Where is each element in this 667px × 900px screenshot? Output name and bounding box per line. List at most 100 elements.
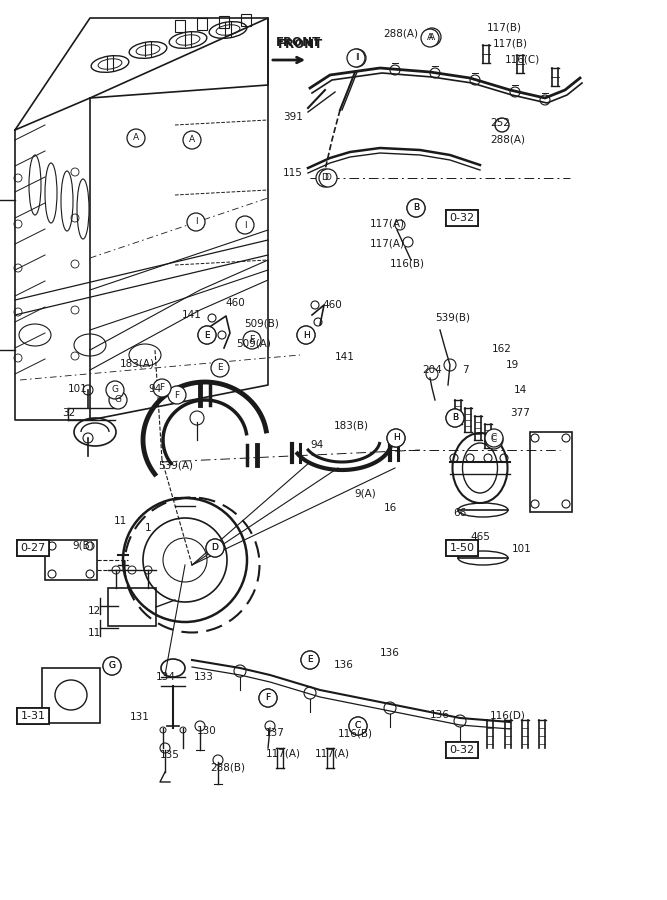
Text: FRONT: FRONT <box>278 38 323 51</box>
Text: 9(A): 9(A) <box>354 488 376 498</box>
Text: G: G <box>115 395 121 404</box>
Circle shape <box>187 213 205 231</box>
Bar <box>241 14 251 26</box>
Text: 117(A): 117(A) <box>315 748 350 758</box>
Text: E: E <box>249 336 255 345</box>
Circle shape <box>347 49 365 67</box>
Text: F: F <box>159 383 165 392</box>
Bar <box>219 16 229 28</box>
Text: 539(A): 539(A) <box>158 460 193 470</box>
Text: 94: 94 <box>148 384 161 394</box>
Text: 183(B): 183(B) <box>334 420 369 430</box>
Text: 11: 11 <box>114 516 127 526</box>
Text: F: F <box>175 391 179 400</box>
Text: 134: 134 <box>156 672 176 682</box>
Circle shape <box>348 49 366 67</box>
Circle shape <box>109 391 127 409</box>
Text: 94: 94 <box>310 440 323 450</box>
Text: 116(D): 116(D) <box>490 710 526 720</box>
Text: E: E <box>307 655 313 664</box>
Circle shape <box>259 689 277 707</box>
Text: A: A <box>189 136 195 145</box>
Text: 130: 130 <box>197 726 217 736</box>
Circle shape <box>446 409 464 427</box>
Circle shape <box>446 409 464 427</box>
Text: 117(A): 117(A) <box>370 238 405 248</box>
Text: G: G <box>111 385 119 394</box>
Text: 1-50: 1-50 <box>450 543 474 553</box>
Text: 204: 204 <box>422 365 442 375</box>
Text: FRONT: FRONT <box>276 35 321 49</box>
Text: D: D <box>321 174 328 183</box>
Text: H: H <box>303 330 309 339</box>
Circle shape <box>387 429 405 447</box>
Text: 0-32: 0-32 <box>450 745 474 755</box>
Text: D: D <box>211 544 218 553</box>
Text: 377: 377 <box>510 408 530 418</box>
Text: 183(A): 183(A) <box>120 358 155 368</box>
Text: 115: 115 <box>283 168 303 178</box>
Text: 288(B): 288(B) <box>210 762 245 772</box>
Text: 12: 12 <box>88 606 101 616</box>
Text: H: H <box>393 434 400 443</box>
Circle shape <box>349 717 367 735</box>
Text: 0-27: 0-27 <box>21 543 45 553</box>
Text: 66: 66 <box>453 508 466 518</box>
Circle shape <box>485 429 503 447</box>
Text: 19: 19 <box>506 360 519 370</box>
Circle shape <box>243 331 261 349</box>
Text: G: G <box>109 662 115 670</box>
Circle shape <box>183 131 201 149</box>
Text: 1-31: 1-31 <box>21 711 45 721</box>
Text: 131: 131 <box>130 712 150 722</box>
Circle shape <box>421 29 439 47</box>
Bar <box>108 588 156 626</box>
Text: 391: 391 <box>283 112 303 122</box>
Text: 116(B): 116(B) <box>338 728 373 738</box>
Text: 9(B): 9(B) <box>72 540 94 550</box>
Text: 465: 465 <box>470 532 490 542</box>
Text: I: I <box>243 220 246 230</box>
Text: 101: 101 <box>512 544 532 554</box>
Text: 136: 136 <box>430 710 450 720</box>
Text: 7: 7 <box>462 365 469 375</box>
Text: B: B <box>452 413 458 422</box>
Text: 509(A): 509(A) <box>236 338 271 348</box>
Text: 117(B): 117(B) <box>487 22 522 32</box>
Text: 1-31: 1-31 <box>21 711 45 721</box>
Circle shape <box>319 169 337 187</box>
Bar <box>197 18 207 30</box>
Text: 14: 14 <box>514 385 527 395</box>
Text: 539(B): 539(B) <box>435 312 470 322</box>
Circle shape <box>206 539 224 557</box>
Text: E: E <box>204 330 210 339</box>
Text: C: C <box>355 722 361 731</box>
Text: E: E <box>217 364 223 373</box>
Circle shape <box>423 28 441 46</box>
Text: 288(A): 288(A) <box>383 28 418 38</box>
Text: D: D <box>325 174 331 183</box>
Circle shape <box>168 386 186 404</box>
Circle shape <box>198 326 216 344</box>
Circle shape <box>206 539 224 557</box>
Circle shape <box>103 657 121 675</box>
Text: 116(C): 116(C) <box>505 54 540 64</box>
Bar <box>42 668 100 723</box>
Text: 0-32: 0-32 <box>450 213 474 223</box>
Text: 136: 136 <box>334 660 354 670</box>
Circle shape <box>407 199 425 217</box>
Text: C: C <box>491 436 497 445</box>
Circle shape <box>236 216 254 234</box>
Text: C: C <box>355 722 361 731</box>
Text: H: H <box>393 434 400 443</box>
Text: 136: 136 <box>380 648 400 658</box>
Circle shape <box>301 651 319 669</box>
Text: 252: 252 <box>490 118 510 128</box>
Circle shape <box>301 651 319 669</box>
Text: D: D <box>211 544 218 553</box>
Text: 0-32: 0-32 <box>450 213 474 223</box>
Text: 460: 460 <box>225 298 245 308</box>
Circle shape <box>316 169 334 187</box>
Text: 117(A): 117(A) <box>370 218 405 228</box>
Text: 288(A): 288(A) <box>490 135 525 145</box>
